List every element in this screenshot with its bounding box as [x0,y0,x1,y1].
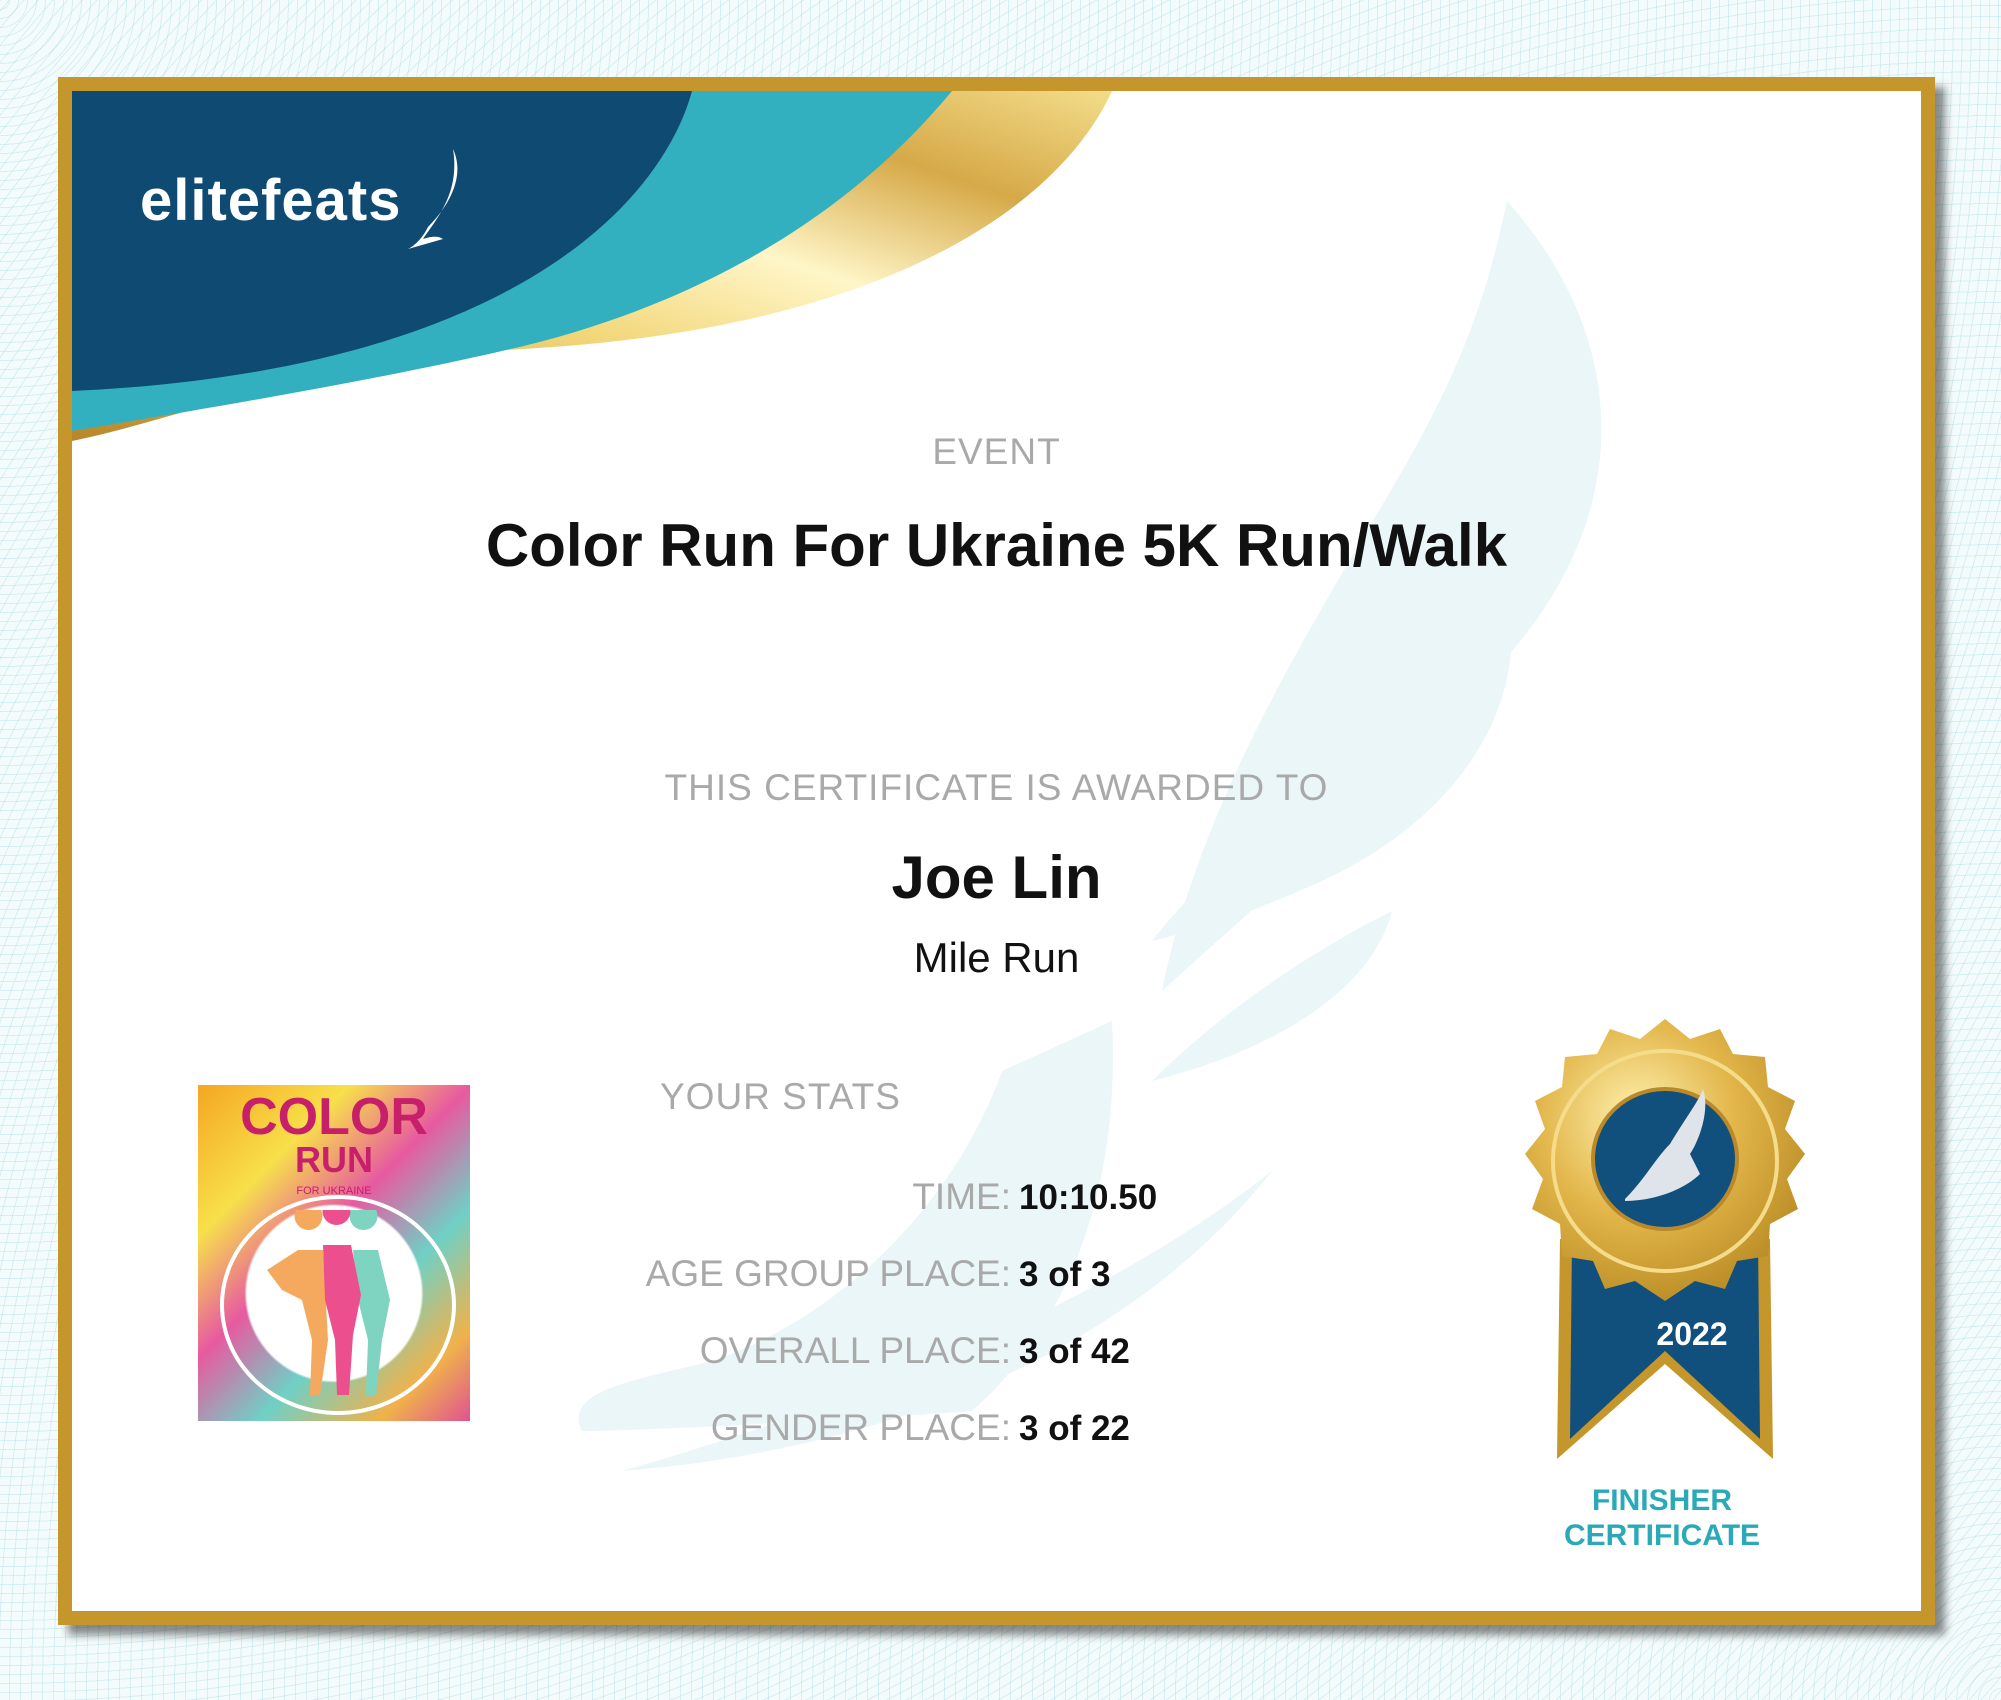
logo-winged-foot-icon [408,149,458,249]
stat-value: 3 of 22 [1019,1409,1130,1448]
header-decoration [72,91,1805,1471]
finisher-line: FINISHER [1591,1484,1732,1517]
runners-silhouette-icon [267,1210,390,1395]
stat-label: TIME: [912,1176,1011,1217]
elitefeats-logo: elitefeats [140,168,402,233]
stat-label: OVERALL PLACE: [699,1330,1011,1371]
event-title: Color Run For Ukraine 5K Run/Walk [485,512,1508,579]
stat-value: 10:10.50 [1019,1178,1158,1217]
certificate: elitefeats EVENT Color Run For Ukraine 5… [58,77,1935,1625]
poster-ring [220,1195,456,1415]
poster-tagline: FOR UKRAINE [296,1185,372,1197]
stat-label: GENDER PLACE: [710,1407,1011,1448]
event-label: EVENT [932,431,1061,472]
finisher-certificate-label: FINISHER CERTIFICATE [1532,1483,1792,1553]
stat-row-overall: OVERALL PLACE: 3 of 42 [72,1330,1921,1380]
certificate-line: CERTIFICATE [1563,1519,1761,1552]
stat-value: 3 of 42 [1019,1332,1130,1371]
event-poster-image: COLOR RUN FOR UKRAINE [198,1085,470,1421]
stat-row-time: TIME: 10:10.50 [72,1176,1921,1226]
stat-row-gender: GENDER PLACE: 3 of 22 [72,1407,1921,1457]
awarded-to-label: THIS CERTIFICATE IS AWARDED TO [664,767,1329,808]
division: Mile Run [913,934,1080,981]
stat-row-age-group: AGE GROUP PLACE: 3 of 3 [72,1253,1921,1303]
poster-subtitle: RUN [295,1139,373,1180]
recipient-name: Joe Lin [891,844,1102,911]
stats-label: YOUR STATS [660,1076,901,1117]
finisher-medal [1525,1019,1805,1459]
stat-value: 3 of 3 [1019,1255,1111,1294]
stat-label: AGE GROUP PLACE: [645,1253,1011,1294]
winged-foot-icon [1625,1089,1706,1201]
medal-year: 2022 [1656,1316,1728,1352]
watermark-winged-foot-icon [578,201,1602,1471]
poster-title: COLOR [240,1088,428,1146]
